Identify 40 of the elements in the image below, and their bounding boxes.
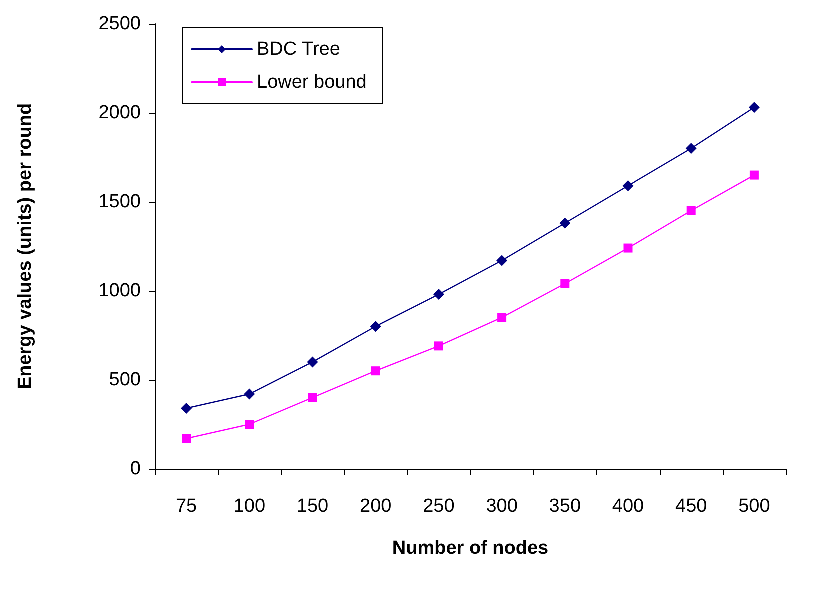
y-tick-label: 1500 [98, 192, 141, 212]
x-tick-label: 75 [176, 496, 198, 517]
x-tick-label: 350 [549, 496, 581, 517]
point [624, 244, 633, 253]
legend-label: Lower bound [257, 72, 367, 93]
x-tick-label: 250 [423, 496, 455, 517]
x-tick-label: 300 [486, 496, 518, 517]
y-tick-label: 0 [130, 458, 141, 480]
point [750, 170, 759, 180]
point [433, 289, 444, 300]
point [182, 434, 192, 444]
point [748, 102, 760, 114]
x-tick-label: 450 [676, 496, 708, 517]
x-tick-label: 500 [738, 496, 770, 517]
x-tick-label: 400 [612, 496, 644, 517]
y-tick-label: 2000 [98, 102, 141, 124]
y-tick-label: 1000 [98, 280, 141, 302]
x-axis-title: Number of nodes [392, 538, 549, 559]
legend-label: BDC Tree [257, 39, 340, 60]
point [622, 180, 634, 192]
point [181, 402, 192, 414]
x-tick-label: 200 [360, 496, 392, 517]
point [244, 388, 256, 400]
x-tick-label: 150 [296, 496, 329, 517]
point [560, 279, 570, 288]
point [498, 313, 507, 322]
point [496, 255, 508, 266]
point [370, 321, 382, 332]
point [307, 356, 318, 368]
point [560, 218, 571, 229]
point [686, 143, 697, 154]
y-tick-label: 2500 [98, 14, 141, 34]
point [371, 366, 380, 376]
x-tick-label: 100 [234, 496, 266, 517]
point [434, 342, 444, 351]
y-axis-title: Energy values (units) per round [15, 103, 36, 390]
point [686, 206, 696, 216]
point [245, 420, 254, 429]
point [308, 393, 318, 402]
y-tick-label: 500 [109, 370, 141, 390]
